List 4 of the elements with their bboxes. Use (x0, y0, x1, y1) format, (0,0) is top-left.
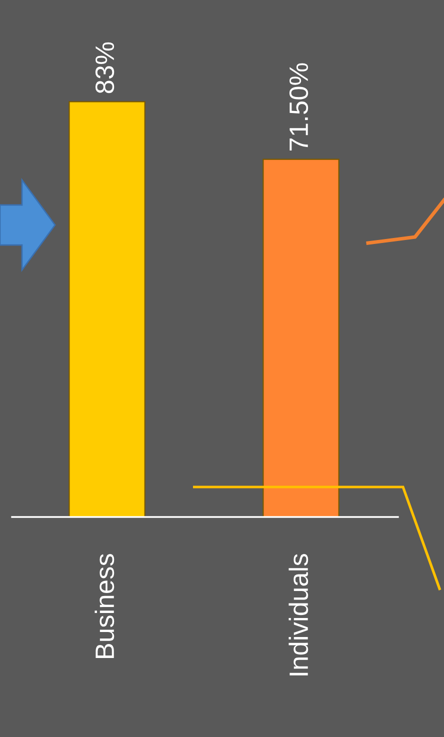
x-tick-label: Business (94, 554, 114, 658)
data-label: 83% (95, 42, 114, 94)
x-tick-label: Individuals (288, 554, 308, 676)
data-label: 71.50% (289, 63, 308, 150)
